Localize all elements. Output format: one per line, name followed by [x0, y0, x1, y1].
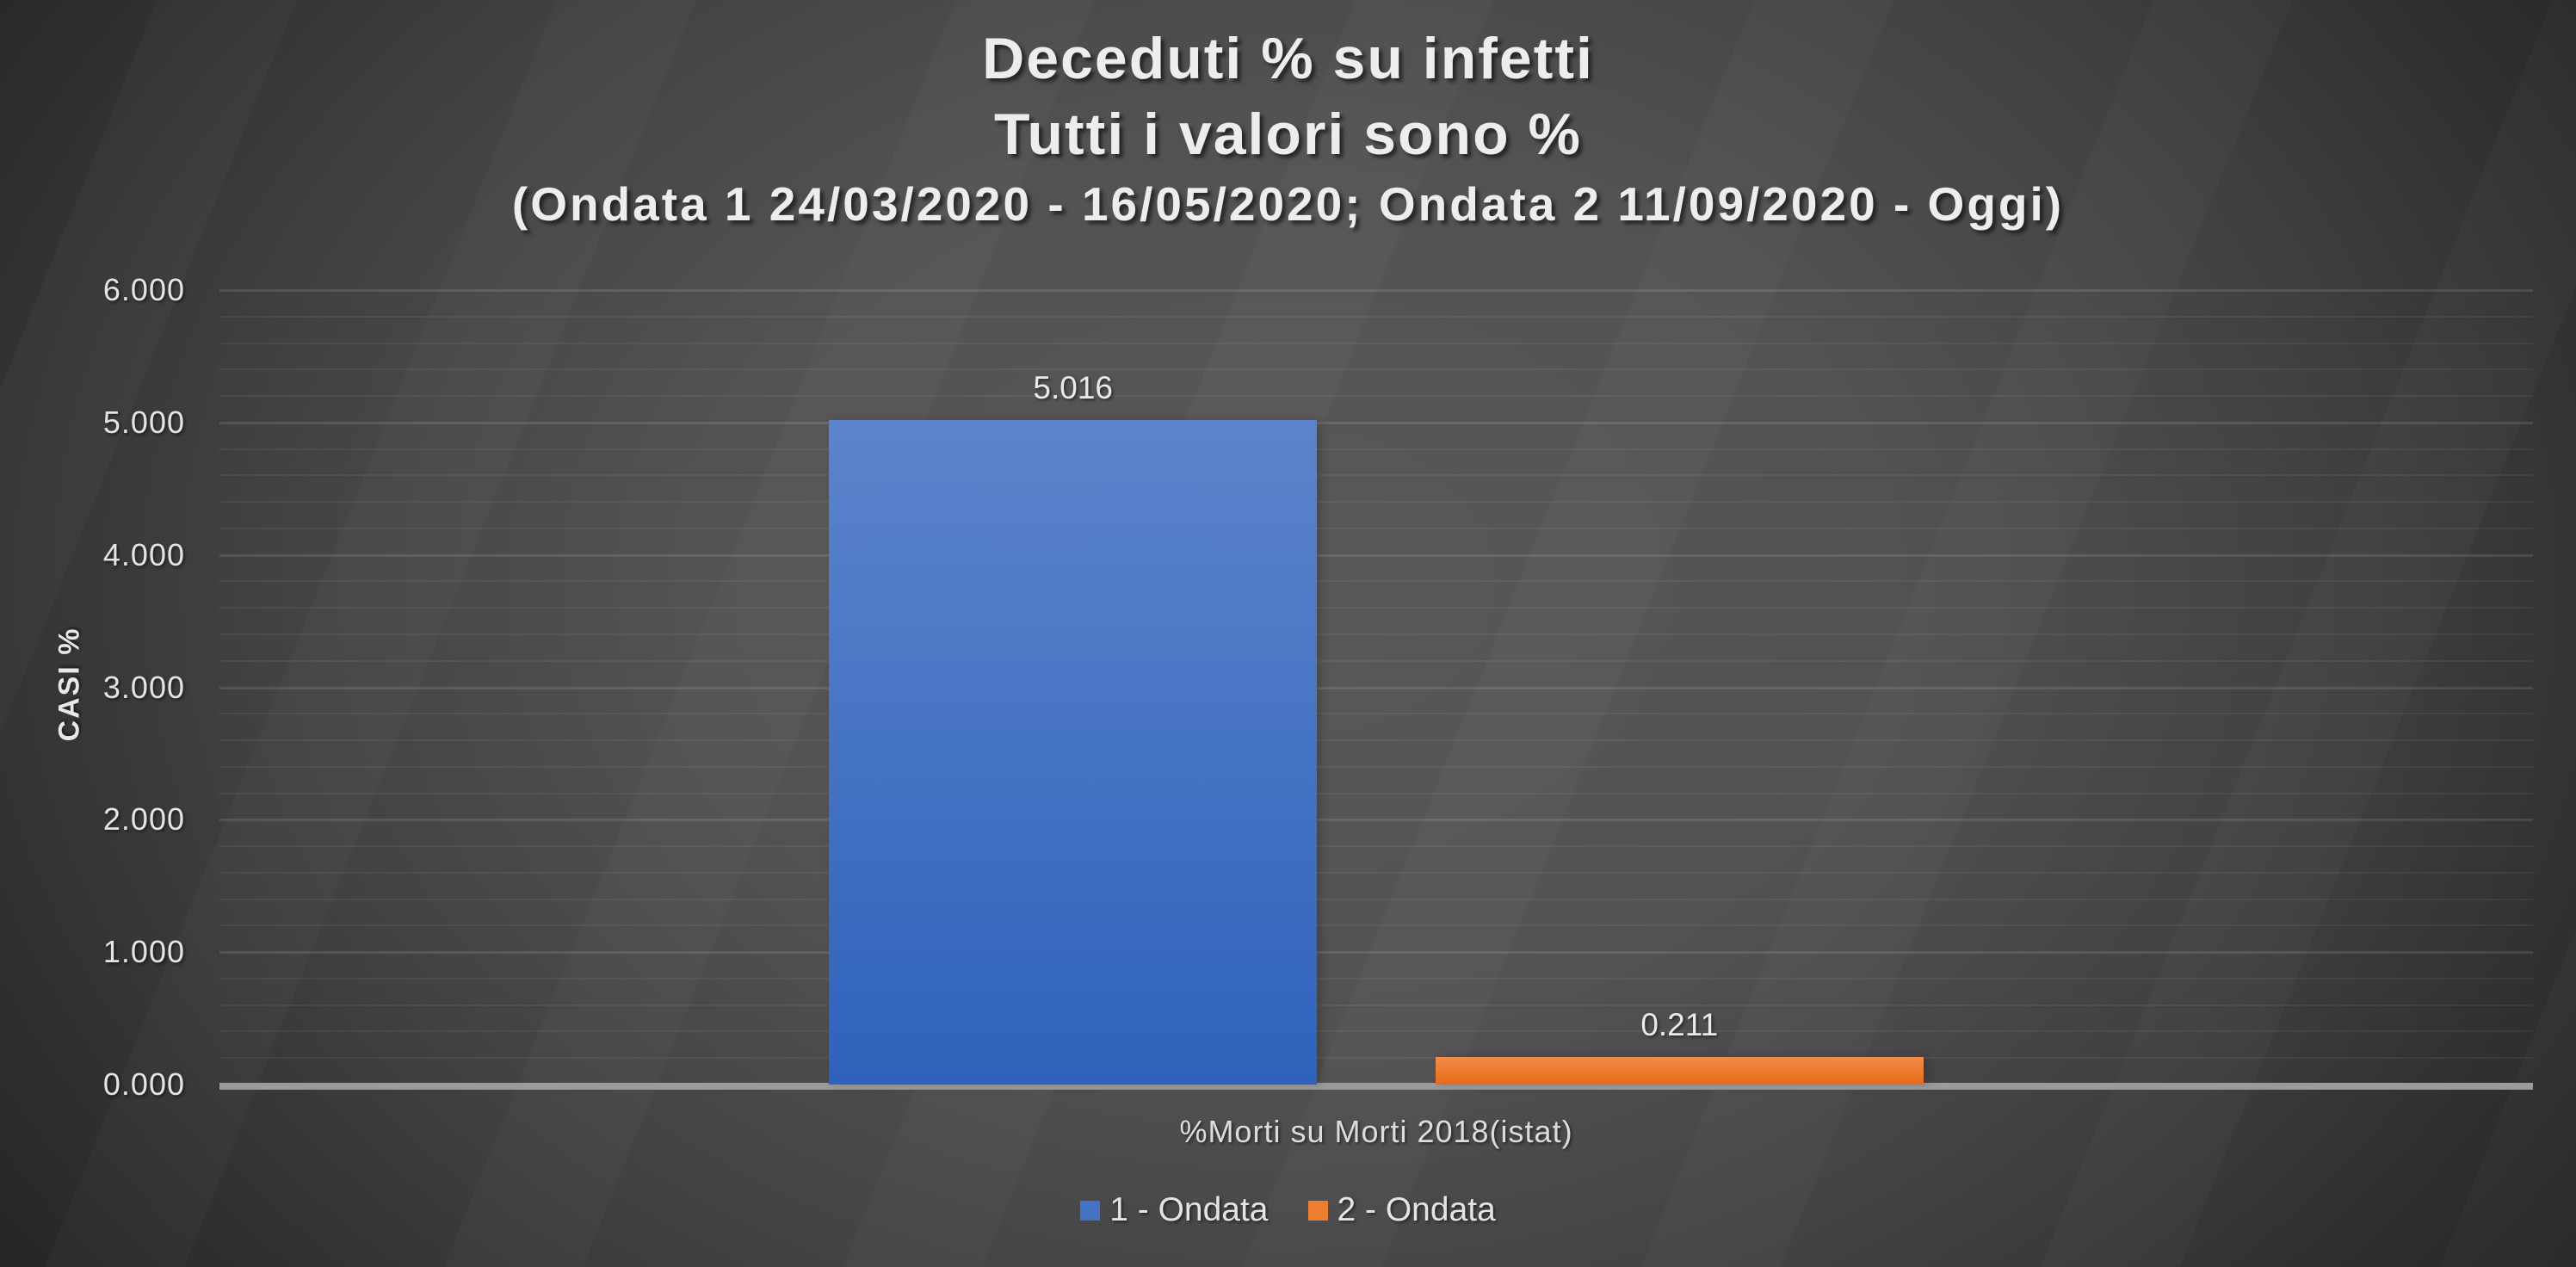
gridline-minor [219, 368, 2533, 371]
gridline-minor [219, 845, 2533, 848]
legend: 1 - Ondata 2 - Ondata [0, 1191, 2576, 1229]
gridline-minor [219, 924, 2533, 927]
x-axis-category-label: %Morti su Morti 2018(istat) [1179, 1114, 1573, 1149]
gridline-minor [219, 315, 2533, 318]
plot-area: 5.016 0.211 [219, 289, 2533, 1090]
gridline-minor [219, 792, 2533, 794]
gridline-minor [219, 474, 2533, 477]
bar-2-ondata [1435, 1056, 1924, 1085]
chart-title: Deceduti % su infetti Tutti i valori son… [0, 21, 2576, 236]
gridline-minor [219, 342, 2533, 344]
y-tick-label: 5.000 [102, 404, 185, 440]
gridline-minor [219, 739, 2533, 742]
legend-label-ondata-2: 2 - Ondata [1337, 1191, 1496, 1228]
gridline-minor [219, 1004, 2533, 1006]
gridline-minor [219, 659, 2533, 662]
y-tick-label: 2.000 [102, 801, 185, 837]
chart-title-line-2: Tutti i valori sono % [994, 102, 1582, 167]
legend-item-ondata-1: 1 - Ondata [1080, 1191, 1269, 1229]
x-axis-line [219, 1083, 2533, 1090]
gridline-minor [219, 633, 2533, 635]
gridline-minor [219, 1030, 2533, 1033]
gridline-minor [219, 501, 2533, 504]
gridline-major [219, 553, 2533, 557]
chart-title-line-3: (Ondata 1 24/03/2020 - 16/05/2020; Ondat… [511, 177, 2065, 231]
gridline-minor [219, 898, 2533, 900]
gridline-minor [219, 580, 2533, 583]
y-axis-ticks: 0.000 1.000 2.000 3.000 4.000 5.000 6.000 [0, 272, 185, 1102]
gridline-minor [219, 527, 2533, 529]
gridline-minor [219, 1057, 2533, 1060]
legend-swatch-ondata-2-icon [1307, 1200, 1328, 1221]
y-tick-label: 1.000 [102, 934, 185, 970]
gridline-major [219, 819, 2533, 822]
chart-title-line-1: Deceduti % su infetti [982, 26, 1594, 91]
y-tick-label: 4.000 [102, 536, 185, 572]
y-tick-label: 0.000 [102, 1066, 185, 1102]
y-tick-label: 6.000 [102, 272, 185, 307]
gridline-minor [219, 977, 2533, 980]
gridline-major [219, 421, 2533, 424]
bar-1-ondata [829, 420, 1318, 1085]
y-tick-label: 3.000 [102, 669, 185, 705]
legend-label-ondata-1: 1 - Ondata [1109, 1191, 1269, 1228]
legend-swatch-ondata-1-icon [1080, 1200, 1101, 1221]
gridline-minor [219, 395, 2533, 398]
gridline-minor [219, 765, 2533, 768]
bar-value-label: 0.211 [1640, 1006, 1719, 1042]
bar-value-label: 5.016 [1033, 370, 1114, 406]
gridline-major [219, 289, 2533, 292]
gridline-major [219, 951, 2533, 955]
gridline-major [219, 686, 2533, 689]
gridline-minor [219, 448, 2533, 450]
gridline-minor [219, 607, 2533, 609]
gridline-minor [219, 871, 2533, 874]
legend-item-ondata-2: 2 - Ondata [1307, 1191, 1496, 1229]
gridline-minor [219, 713, 2533, 715]
